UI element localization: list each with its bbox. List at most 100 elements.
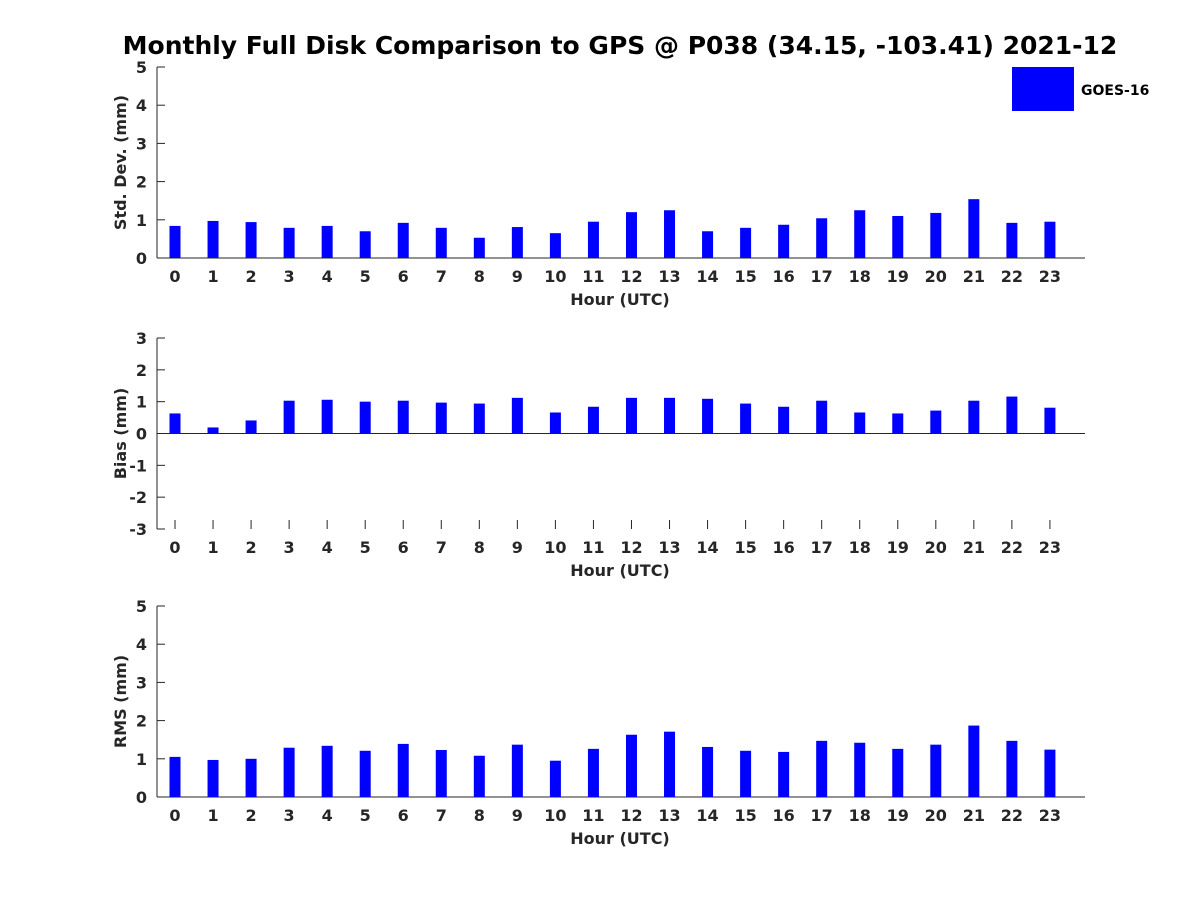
chart-title: Monthly Full Disk Comparison to GPS @ P0… <box>123 31 1118 60</box>
x-tick-label: 19 <box>887 538 909 557</box>
bar-hour-9 <box>511 744 523 797</box>
x-tick-label: 14 <box>696 806 718 825</box>
bar-hour-15 <box>740 403 752 434</box>
bar-hour-12 <box>625 397 637 434</box>
y-tick-label: 4 <box>136 635 147 654</box>
bar-hour-19 <box>892 215 904 258</box>
x-tick-label: 5 <box>360 538 371 557</box>
y-tick-label: 4 <box>136 96 147 115</box>
bar-hour-11 <box>587 221 599 258</box>
y-axis-label: Bias (mm) <box>111 388 130 480</box>
bar-hour-18 <box>854 412 866 434</box>
bar-hour-22 <box>1006 740 1018 797</box>
x-tick-label: 1 <box>207 267 218 286</box>
legend: GOES-16 <box>1012 67 1149 111</box>
y-tick-label: 2 <box>136 173 147 192</box>
y-tick-label: 5 <box>136 58 147 77</box>
bar-hour-8 <box>473 755 485 797</box>
x-tick-label: 17 <box>811 806 833 825</box>
x-tick-label: 18 <box>849 538 871 557</box>
x-tick-label: 8 <box>474 267 485 286</box>
x-tick-label: 14 <box>696 267 718 286</box>
x-tick-label: 0 <box>169 267 180 286</box>
y-tick-label: 3 <box>136 673 147 692</box>
x-tick-label: 7 <box>436 806 447 825</box>
bar-hour-14 <box>702 746 714 797</box>
y-tick-label: -3 <box>129 520 147 539</box>
bar-hour-21 <box>968 400 980 434</box>
bar-hour-18 <box>854 742 866 797</box>
bar-hour-5 <box>359 401 371 434</box>
bar-hour-6 <box>397 222 409 258</box>
y-axis-label: Std. Dev. (mm) <box>111 95 130 230</box>
bar-hour-20 <box>930 212 942 258</box>
bar-hour-15 <box>740 227 752 258</box>
bar-hour-11 <box>587 406 599 434</box>
x-tick-label: 10 <box>544 538 566 557</box>
x-tick-label: 12 <box>620 806 642 825</box>
x-tick-label: 16 <box>773 267 795 286</box>
x-tick-label: 22 <box>1001 538 1023 557</box>
bar-hour-21 <box>968 199 980 258</box>
bar-hour-14 <box>702 398 714 434</box>
bar-hour-9 <box>511 397 523 434</box>
x-tick-label: 1 <box>207 538 218 557</box>
bar-hour-4 <box>321 225 333 258</box>
x-tick-label: 4 <box>322 806 333 825</box>
bar-hour-23 <box>1044 221 1056 258</box>
x-tick-label: 17 <box>811 267 833 286</box>
x-tick-label: 13 <box>658 538 680 557</box>
x-tick-label: 9 <box>512 538 523 557</box>
x-tick-label: 7 <box>436 538 447 557</box>
x-tick-label: 19 <box>887 806 909 825</box>
x-tick-label: 14 <box>696 538 718 557</box>
bar-hour-12 <box>625 734 637 797</box>
x-tick-label: 22 <box>1001 267 1023 286</box>
bar-hour-6 <box>397 400 409 434</box>
bar-hour-1 <box>207 759 219 797</box>
x-tick-label: 9 <box>512 806 523 825</box>
x-tick-label: 18 <box>849 267 871 286</box>
bar-hour-19 <box>892 748 904 797</box>
x-tick-label: 3 <box>284 267 295 286</box>
bar-hour-10 <box>549 233 561 258</box>
x-tick-label: 7 <box>436 267 447 286</box>
x-tick-label: 5 <box>360 267 371 286</box>
x-tick-label: 11 <box>582 267 604 286</box>
bar-hour-2 <box>245 420 257 434</box>
y-tick-label: -2 <box>129 488 147 507</box>
bar-hour-21 <box>968 725 980 797</box>
bar-hour-3 <box>283 747 295 797</box>
y-tick-label: 1 <box>136 750 147 769</box>
bar-hour-23 <box>1044 749 1056 797</box>
x-tick-label: 23 <box>1039 538 1061 557</box>
bar-hour-14 <box>702 231 714 258</box>
x-tick-label: 6 <box>398 806 409 825</box>
y-tick-label: 5 <box>136 597 147 616</box>
y-tick-label: 0 <box>136 249 147 268</box>
bar-hour-19 <box>892 413 904 434</box>
bar-hour-20 <box>930 744 942 797</box>
y-tick-label: 0 <box>136 425 147 444</box>
x-tick-label: 21 <box>963 267 985 286</box>
x-tick-label: 2 <box>246 806 257 825</box>
x-tick-label: 3 <box>284 806 295 825</box>
bar-hour-0 <box>169 225 181 258</box>
x-tick-label: 10 <box>544 267 566 286</box>
y-tick-label: 2 <box>136 361 147 380</box>
bar-hour-3 <box>283 400 295 434</box>
y-tick-label: 2 <box>136 712 147 731</box>
y-tick-label: 3 <box>136 329 147 348</box>
x-tick-label: 22 <box>1001 806 1023 825</box>
y-tick-label: 3 <box>136 134 147 153</box>
bar-hour-17 <box>816 740 828 797</box>
y-tick-label: -1 <box>129 456 147 475</box>
bar-hour-1 <box>207 427 219 434</box>
x-tick-label: 16 <box>773 806 795 825</box>
bar-hour-7 <box>435 402 447 434</box>
x-tick-label: 15 <box>734 267 756 286</box>
legend-swatch <box>1012 67 1074 111</box>
bar-hour-7 <box>435 227 447 258</box>
